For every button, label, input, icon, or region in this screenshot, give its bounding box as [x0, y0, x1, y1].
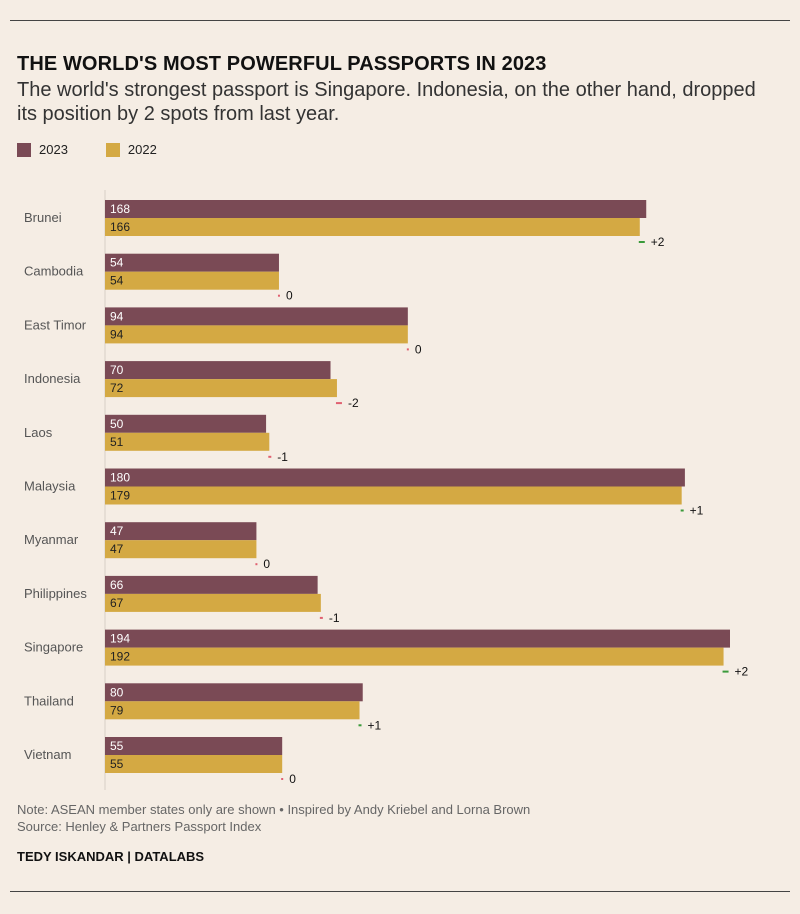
top-rule — [10, 20, 790, 21]
bar-2022-singapore — [105, 647, 724, 666]
change-marker-brunei — [638, 241, 645, 243]
legend-swatch-2023 — [17, 142, 31, 157]
bar-label-2022-indonesia: 72 — [110, 381, 124, 395]
bar-label-2023-thailand: 80 — [110, 685, 124, 699]
change-label-myanmar: 0 — [263, 557, 270, 571]
bar-2023-thailand — [105, 683, 363, 702]
change-label-cambodia: 0 — [286, 289, 293, 303]
bar-label-2022-myanmar: 47 — [110, 542, 124, 556]
change-marker-singapore — [722, 670, 729, 673]
bar-2022-cambodia — [105, 271, 279, 290]
bar-2023-cambodia — [105, 253, 279, 272]
bar-label-2023-laos: 50 — [110, 417, 124, 431]
chart-title: THE WORLD'S MOST POWERFUL PASSPORTS IN 2… — [17, 53, 547, 75]
bar-2022-philippines — [105, 593, 321, 612]
change-marker-cambodia — [277, 294, 280, 297]
category-label-thailand: Thailand — [24, 693, 74, 708]
change-label-indonesia: -2 — [348, 396, 359, 410]
bar-label-2023-east-timor: 94 — [110, 309, 124, 323]
category-label-vietnam: Vietnam — [24, 747, 71, 762]
bar-2023-brunei — [105, 200, 647, 218]
category-label-east-timor: East Timor — [24, 317, 87, 332]
bar-label-2023-cambodia: 54 — [110, 256, 124, 270]
bar-label-2023-vietnam: 55 — [110, 739, 124, 753]
bar-2022-brunei — [105, 218, 640, 236]
bar-2022-indonesia — [105, 379, 337, 398]
change-label-malaysia: +1 — [690, 504, 704, 518]
bar-2023-philippines — [105, 575, 318, 594]
bar-label-2023-brunei: 168 — [110, 202, 130, 216]
bar-label-2023-indonesia: 70 — [110, 363, 124, 377]
change-marker-philippines — [319, 616, 323, 619]
change-label-brunei: +2 — [651, 235, 665, 249]
category-label-philippines: Philippines — [24, 586, 87, 601]
bar-label-2023-myanmar: 47 — [110, 524, 124, 538]
bar-2022-malaysia — [105, 486, 682, 505]
bar-2022-myanmar — [105, 540, 257, 559]
bar-label-2022-cambodia: 54 — [110, 274, 124, 288]
chart-subtitle: The world's strongest passport is Singap… — [17, 79, 756, 125]
change-marker-east-timor — [406, 348, 409, 351]
bar-label-2022-vietnam: 55 — [110, 757, 124, 771]
category-label-indonesia: Indonesia — [24, 371, 81, 386]
change-label-east-timor: 0 — [415, 342, 422, 356]
bar-2023-laos — [105, 414, 267, 433]
bar-label-2022-thailand: 79 — [110, 703, 124, 717]
source-text: Source: Henley & Partners Passport Index — [17, 819, 262, 834]
bar-2023-singapore — [105, 629, 730, 648]
bar-2023-east-timor — [105, 307, 408, 326]
bar-2023-myanmar — [105, 522, 257, 541]
bar-label-2023-malaysia: 180 — [110, 471, 130, 485]
credit: TEDY ISKANDAR | DATALABS — [17, 849, 205, 864]
change-marker-malaysia — [680, 509, 684, 512]
bar-2023-vietnam — [105, 737, 283, 755]
category-label-brunei: Brunei — [24, 210, 62, 225]
change-marker-indonesia — [335, 402, 342, 405]
note-text: Note: ASEAN member states only are shown… — [17, 802, 531, 817]
bar-2023-indonesia — [105, 361, 331, 380]
bar-2022-thailand — [105, 701, 360, 720]
category-label-singapore: Singapore — [24, 640, 83, 655]
category-label-cambodia: Cambodia — [24, 264, 84, 279]
legend-label-2023: 2023 — [39, 142, 68, 157]
change-marker-myanmar — [255, 563, 258, 566]
bar-label-2023-singapore: 194 — [110, 632, 130, 646]
bar-label-2022-brunei: 166 — [110, 220, 130, 234]
bar-label-2022-laos: 51 — [110, 435, 124, 449]
change-marker-thailand — [358, 724, 362, 727]
footnote: Note: ASEAN member states only are shown… — [17, 801, 530, 835]
change-label-philippines: -1 — [329, 611, 340, 625]
bar-label-2022-singapore: 192 — [110, 650, 130, 664]
bar-chart: Brunei 168 166 +2 Cambodia 54 54 0 East Timor 94 9… — [24, 190, 749, 790]
category-label-malaysia: Malaysia — [24, 479, 76, 494]
category-label-laos: Laos — [24, 425, 53, 440]
bar-label-2022-east-timor: 94 — [110, 327, 124, 341]
change-marker-laos — [268, 455, 272, 458]
legend-item-2022: 2022 — [105, 142, 157, 157]
bar-label-2022-malaysia: 179 — [110, 489, 130, 503]
bar-label-2023-philippines: 66 — [110, 578, 124, 592]
change-label-singapore: +2 — [735, 665, 749, 679]
bar-2022-laos — [105, 432, 270, 451]
legend-label-2022: 2022 — [127, 142, 157, 157]
bar-label-2022-philippines: 67 — [110, 596, 124, 610]
change-label-laos: -1 — [277, 450, 288, 464]
bar-2022-east-timor — [105, 325, 408, 344]
legend: 2023 2022 — [17, 142, 195, 157]
change-label-vietnam: 0 — [289, 772, 296, 786]
change-marker-vietnam — [281, 778, 284, 780]
bar-2022-vietnam — [105, 755, 283, 773]
legend-swatch-2022 — [105, 142, 120, 157]
change-label-thailand: +1 — [368, 718, 382, 732]
bottom-rule — [10, 891, 790, 892]
category-label-myanmar: Myanmar — [24, 532, 79, 547]
legend-item-2023: 2023 — [17, 142, 68, 157]
bar-2023-malaysia — [105, 468, 685, 487]
